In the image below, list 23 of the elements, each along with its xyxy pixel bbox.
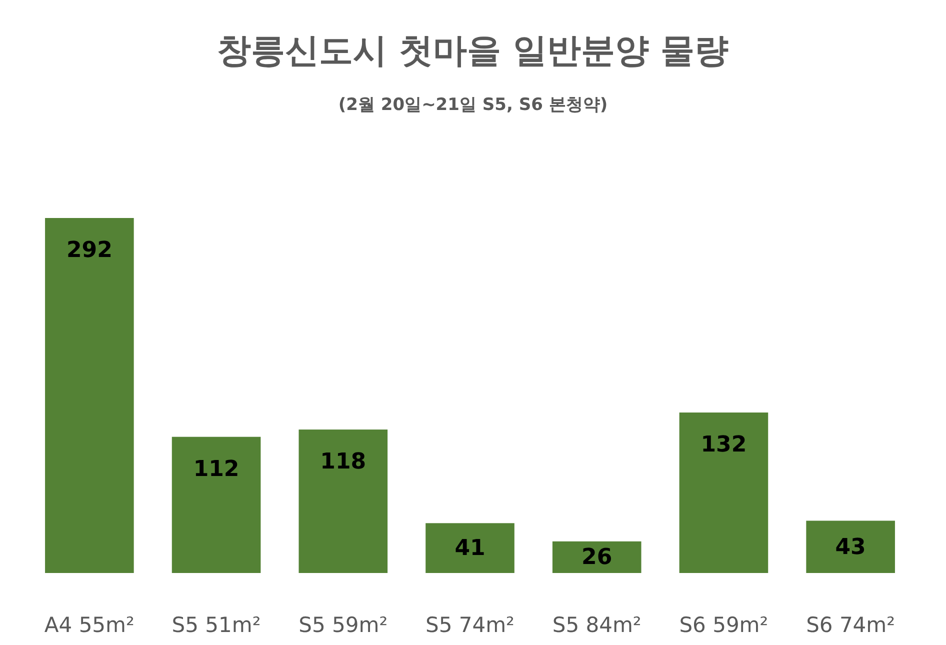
x-tick-label: S6 74m² (806, 613, 896, 637)
x-tick-label: S5 51m² (172, 613, 261, 637)
chart-subtitle: (2월 20일~21일 S5, S6 본청약) (338, 95, 608, 115)
bar (45, 218, 134, 573)
data-label: 132 (700, 432, 747, 458)
bar (172, 436, 261, 573)
bar (806, 520, 895, 573)
data-label: 43 (835, 534, 866, 560)
data-label: 118 (320, 450, 366, 475)
data-label: 292 (66, 238, 112, 263)
data-label: 41 (454, 536, 486, 562)
x-tick-label: A4 55m² (44, 613, 134, 637)
x-tick-label: S5 84m² (552, 613, 642, 637)
bar (679, 412, 768, 573)
bar (426, 523, 514, 573)
data-label: 112 (193, 456, 240, 482)
data-label: 26 (582, 545, 612, 570)
bar (552, 541, 642, 573)
x-tick-label: S5 74m² (426, 613, 514, 637)
x-tick-label: S6 59m² (679, 613, 768, 637)
chart-title: 창릉신도시 첫마을 일반분양 물량 (217, 31, 729, 71)
x-tick-label: S5 59m² (298, 613, 388, 637)
bar (298, 430, 388, 573)
